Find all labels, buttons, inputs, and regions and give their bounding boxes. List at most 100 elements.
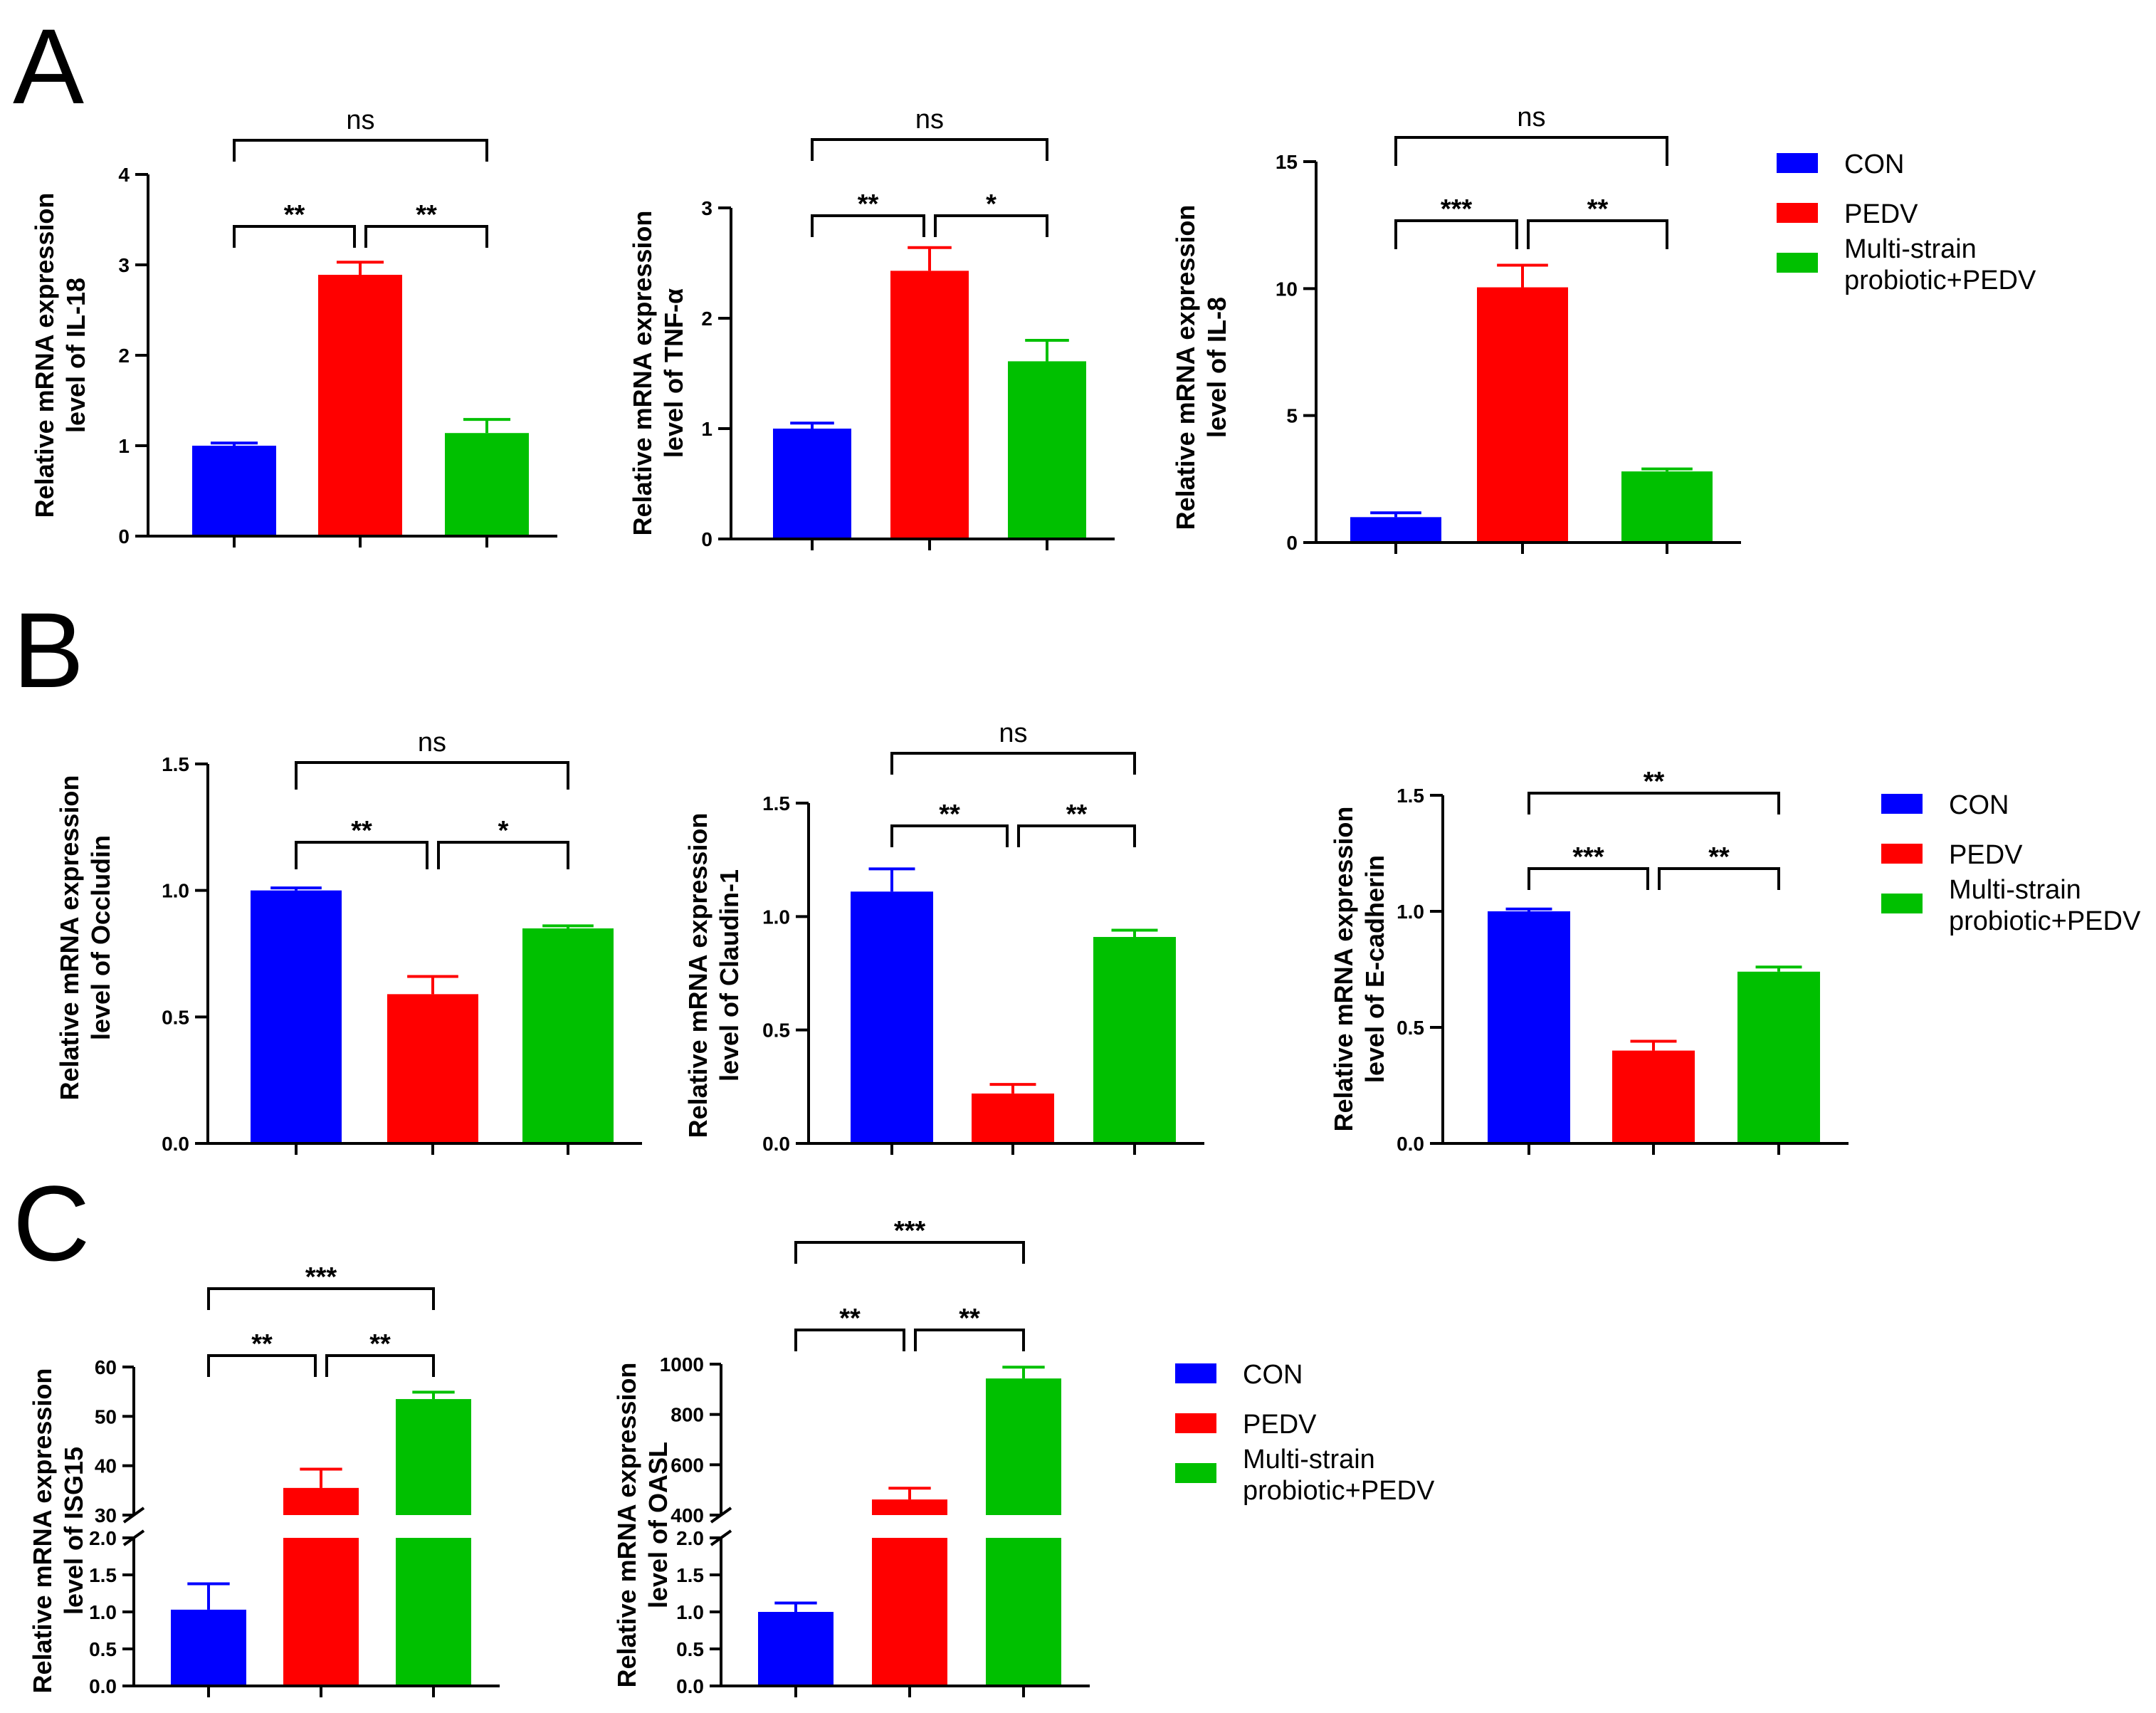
error-bar	[774, 1601, 817, 1612]
y-tick-label: 2.0	[89, 1527, 117, 1549]
significance-label: **	[369, 1329, 391, 1359]
bar-con	[251, 890, 342, 1143]
legend-swatch-pedv	[1881, 844, 1923, 864]
y-tick-label: 3	[701, 197, 712, 219]
bar-con	[192, 446, 276, 536]
y-axis-label: Relative mRNA expressionlevel of OASL	[612, 1363, 673, 1688]
bracket-line	[914, 1329, 1025, 1351]
bar-multi-upper	[986, 1378, 1061, 1515]
y-tick-label: 1.5	[676, 1564, 704, 1586]
error-bar	[1111, 928, 1158, 938]
significance-bracket: **	[1527, 194, 1668, 249]
legend-swatch-multi	[1777, 253, 1818, 273]
bar-con	[1488, 911, 1570, 1143]
bracket-line	[934, 214, 1048, 237]
bracket-line	[364, 225, 488, 248]
y-tick-label: 1.5	[1397, 785, 1424, 807]
significance-bracket: **	[233, 200, 356, 248]
y-tick-label: 2	[701, 308, 712, 330]
chart-tnf-: 0 1 2 3 Relative mRNA expressionlevel of TNF…	[628, 105, 1115, 550]
bracket-line	[325, 1354, 435, 1377]
y-tick-label: 1.0	[676, 1601, 704, 1623]
panel-letter-A: A	[13, 6, 84, 126]
legend: CON PEDV Multi-strain probiotic+PEDV	[1777, 150, 2036, 295]
bracket-line	[794, 1241, 1025, 1264]
error-bar	[1025, 339, 1069, 362]
error-bar	[1630, 1039, 1677, 1051]
legend-label: PEDV	[1949, 840, 2023, 870]
significance-bracket: ns	[1394, 103, 1668, 166]
bar-con	[1350, 517, 1441, 543]
bracket-line	[1394, 219, 1518, 249]
legend: CON PEDV Multi-strain probiotic+PEDV	[1881, 790, 2141, 936]
bar-con	[171, 1609, 246, 1686]
legend-swatch-con	[1777, 153, 1818, 173]
y-axis-label: Relative mRNA expressionlevel of TNF-α	[628, 211, 688, 536]
significance-label: **	[416, 200, 437, 230]
bracket-line	[1527, 792, 1780, 814]
bar-multi	[396, 1538, 471, 1686]
significance-bracket: ns	[233, 105, 488, 162]
bracket-line	[1527, 867, 1649, 890]
y-tick-label: 400	[671, 1504, 704, 1526]
chart-isg15: 0.0 0.5 1.0 1.5 2.030 40 50 60 Relative mRNA exp…	[28, 1262, 500, 1697]
legend-label: Multi-strain probiotic+PEDV	[1949, 875, 2141, 936]
significance-label: **	[1587, 194, 1609, 224]
bar-pedv	[283, 1538, 359, 1686]
bracket-line	[233, 225, 356, 248]
y-axis-label: Relative mRNA expressionlevel of Occludi…	[55, 775, 115, 1101]
bar-con	[758, 1612, 834, 1686]
significance-bracket: **	[207, 1329, 317, 1377]
significance-bracket: **	[325, 1329, 435, 1377]
legend-label: CON	[1844, 150, 1904, 179]
significance-bracket: ***	[1527, 842, 1649, 890]
error-bar	[1497, 263, 1548, 288]
y-tick-label: 800	[671, 1404, 704, 1426]
y-tick-label: 0	[1286, 532, 1298, 554]
y-tick-label: 30	[95, 1504, 117, 1526]
bar-pedv	[387, 994, 478, 1143]
error-bar	[888, 1487, 931, 1500]
y-tick-label: 5	[1286, 405, 1298, 427]
chart-il-8: 0 5 10 15 Relative mRNA expressionlevel of I…	[1171, 103, 1741, 554]
significance-label: **	[351, 816, 372, 846]
y-tick-label: 0.0	[762, 1133, 790, 1155]
legend-swatch-con	[1881, 794, 1923, 814]
significance-label: **	[251, 1329, 273, 1359]
error-bar	[1755, 965, 1802, 972]
y-tick-label: 1.0	[762, 906, 790, 928]
significance-label: ***	[1572, 842, 1604, 872]
legend-label: Multi-strain probiotic+PEDV	[1844, 234, 2036, 295]
significance-bracket: ***	[1394, 194, 1518, 249]
chart-e-cadherin: 0.0 0.5 1.0 1.5 Relative mRNA expressionleve…	[1329, 767, 1849, 1155]
y-axis-label: Relative mRNA expressionlevel of E-cadhe…	[1329, 807, 1389, 1132]
bar-pedv	[890, 271, 969, 539]
significance-bracket: **	[811, 189, 925, 237]
bracket-line	[811, 138, 1048, 161]
y-tick-label: 0.0	[162, 1133, 189, 1155]
bracket-line	[437, 841, 569, 869]
significance-label: **	[959, 1304, 980, 1334]
error-bar	[300, 1467, 342, 1488]
bar-con	[851, 891, 933, 1143]
bar-multi	[522, 928, 614, 1143]
error-bar	[187, 1582, 230, 1610]
bracket-line	[207, 1354, 317, 1377]
bar-pedv	[1612, 1050, 1695, 1143]
bar-pedv	[972, 1093, 1054, 1143]
bracket-line	[1527, 219, 1668, 249]
significance-label: ***	[305, 1262, 337, 1292]
significance-bracket: **	[914, 1304, 1025, 1351]
bar-multi	[1737, 971, 1820, 1143]
bar-multi	[986, 1538, 1061, 1686]
error-bar	[407, 975, 458, 995]
error-bar	[1505, 907, 1552, 911]
y-tick-label: 0.0	[89, 1675, 117, 1697]
bar-pedv-upper	[872, 1499, 947, 1515]
significance-bracket: ns	[890, 718, 1136, 775]
bracket-line	[1658, 867, 1780, 890]
axis-break-mark	[122, 1507, 145, 1546]
y-tick-label: 0.5	[162, 1006, 189, 1028]
bar-multi	[1008, 361, 1086, 539]
